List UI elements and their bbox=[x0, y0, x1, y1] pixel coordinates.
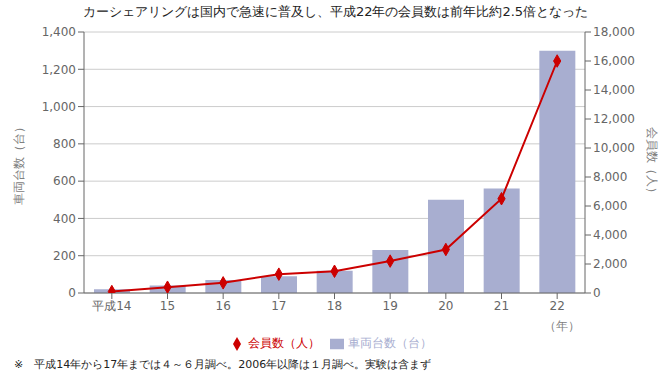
svg-text:16,000: 16,000 bbox=[593, 54, 635, 68]
svg-text:16: 16 bbox=[216, 299, 231, 313]
svg-text:21: 21 bbox=[494, 299, 509, 313]
svg-text:18: 18 bbox=[327, 299, 342, 313]
svg-text:19: 19 bbox=[383, 299, 398, 313]
svg-text:0: 0 bbox=[593, 286, 601, 300]
svg-text:会員数（人）: 会員数（人） bbox=[645, 127, 659, 199]
svg-text:4,000: 4,000 bbox=[593, 228, 627, 242]
svg-text:0: 0 bbox=[68, 286, 76, 300]
svg-text:17: 17 bbox=[271, 299, 286, 313]
svg-text:200: 200 bbox=[53, 249, 76, 263]
html-text:車両台数（台）: 車両台数（台） bbox=[347, 336, 432, 350]
html-text:会員数（人）: 会員数（人） bbox=[247, 336, 320, 350]
html-text:※ 平成14年から17年までは４～６月調べ。2006年以降は: ※ 平成14年から17年までは４～６月調べ。2006年以降は１月調べ。実験は含ま… bbox=[14, 358, 432, 371]
svg-text:400: 400 bbox=[53, 212, 76, 226]
svg-text:（年）: （年） bbox=[544, 319, 580, 333]
svg-text:800: 800 bbox=[53, 137, 76, 151]
svg-text:12,000: 12,000 bbox=[593, 112, 635, 126]
svg-text:2,000: 2,000 bbox=[593, 257, 627, 271]
svg-text:20: 20 bbox=[438, 299, 453, 313]
svg-text:8,000: 8,000 bbox=[593, 170, 627, 184]
svg-text:18,000: 18,000 bbox=[593, 25, 635, 39]
svg-text:1,200: 1,200 bbox=[42, 63, 76, 77]
svg-text:600: 600 bbox=[53, 174, 76, 188]
svg-text:14,000: 14,000 bbox=[593, 83, 635, 97]
svg-text:1,000: 1,000 bbox=[42, 100, 76, 114]
svg-text:1,400: 1,400 bbox=[42, 25, 76, 39]
html-text:カーシェアリングは国内で急速に普及し、平成22年の会員数は前: カーシェアリングは国内で急速に普及し、平成22年の会員数は前年比約2.5倍となっ… bbox=[82, 4, 589, 19]
svg-text:6,000: 6,000 bbox=[593, 199, 627, 213]
svg-text:15: 15 bbox=[160, 299, 175, 313]
svg-text:10,000: 10,000 bbox=[593, 141, 635, 155]
svg-text:22: 22 bbox=[550, 299, 565, 313]
svg-text:平成14: 平成14 bbox=[92, 299, 131, 313]
svg-text:車両台数（台）: 車両台数（台） bbox=[12, 121, 26, 205]
